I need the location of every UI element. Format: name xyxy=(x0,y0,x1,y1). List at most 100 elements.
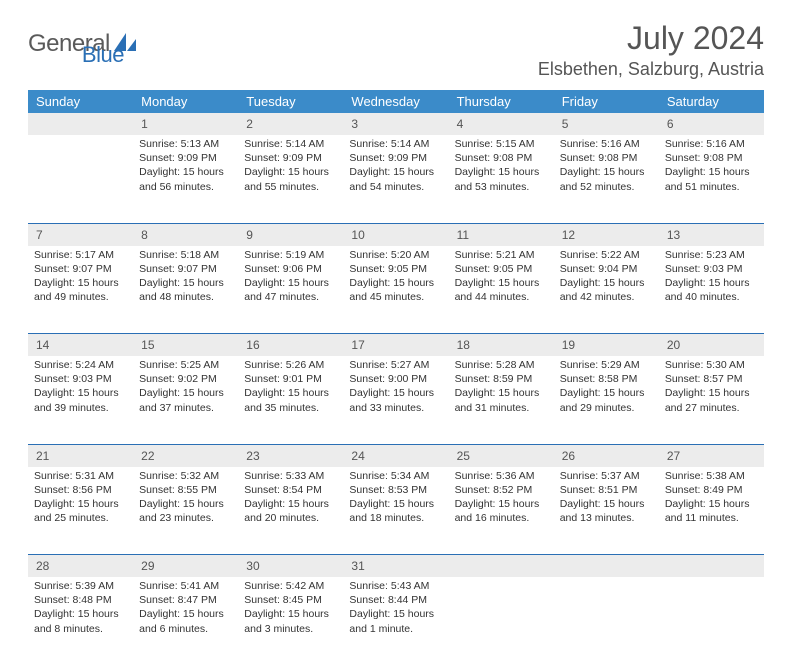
weekday-header: Wednesday xyxy=(343,90,448,113)
day-cell-content: Sunrise: 5:37 AMSunset: 8:51 PMDaylight:… xyxy=(554,467,659,530)
sunrise-text: Sunrise: 5:42 AM xyxy=(244,579,337,593)
daylight-text: Daylight: 15 hours and 37 minutes. xyxy=(139,386,232,414)
day-cell-content: Sunrise: 5:25 AMSunset: 9:02 PMDaylight:… xyxy=(133,356,238,419)
sunrise-text: Sunrise: 5:26 AM xyxy=(244,358,337,372)
day-cell-content xyxy=(659,577,764,583)
daynum-cell: 28 xyxy=(28,555,133,578)
brand-text-blue: Blue xyxy=(82,42,124,68)
day-cell xyxy=(554,577,659,665)
sunrise-text: Sunrise: 5:20 AM xyxy=(349,248,442,262)
day-cell: Sunrise: 5:18 AMSunset: 9:07 PMDaylight:… xyxy=(133,246,238,334)
daylight-text: Daylight: 15 hours and 48 minutes. xyxy=(139,276,232,304)
content-row: Sunrise: 5:17 AMSunset: 9:07 PMDaylight:… xyxy=(28,246,764,334)
content-row: Sunrise: 5:39 AMSunset: 8:48 PMDaylight:… xyxy=(28,577,764,665)
sunrise-text: Sunrise: 5:14 AM xyxy=(244,137,337,151)
sunrise-text: Sunrise: 5:43 AM xyxy=(349,579,442,593)
sunrise-text: Sunrise: 5:24 AM xyxy=(34,358,127,372)
weekday-header: Thursday xyxy=(449,90,554,113)
day-cell: Sunrise: 5:43 AMSunset: 8:44 PMDaylight:… xyxy=(343,577,448,665)
day-cell-content: Sunrise: 5:16 AMSunset: 9:08 PMDaylight:… xyxy=(554,135,659,198)
day-cell-content: Sunrise: 5:23 AMSunset: 9:03 PMDaylight:… xyxy=(659,246,764,309)
day-cell: Sunrise: 5:32 AMSunset: 8:55 PMDaylight:… xyxy=(133,467,238,555)
day-number: 29 xyxy=(141,559,154,573)
daylight-text: Daylight: 15 hours and 45 minutes. xyxy=(349,276,442,304)
day-cell-content: Sunrise: 5:26 AMSunset: 9:01 PMDaylight:… xyxy=(238,356,343,419)
daylight-text: Daylight: 15 hours and 33 minutes. xyxy=(349,386,442,414)
day-number: 13 xyxy=(667,228,680,242)
daynum-cell xyxy=(449,555,554,578)
sunset-text: Sunset: 9:04 PM xyxy=(560,262,653,276)
daynum-cell: 2 xyxy=(238,113,343,135)
day-cell: Sunrise: 5:23 AMSunset: 9:03 PMDaylight:… xyxy=(659,246,764,334)
daynum-cell: 24 xyxy=(343,444,448,467)
day-number: 1 xyxy=(141,117,148,131)
weekday-header: Friday xyxy=(554,90,659,113)
daynum-cell: 25 xyxy=(449,444,554,467)
daynum-row: 28293031 xyxy=(28,555,764,578)
weekday-header: Sunday xyxy=(28,90,133,113)
sunset-text: Sunset: 8:44 PM xyxy=(349,593,442,607)
day-cell-content: Sunrise: 5:20 AMSunset: 9:05 PMDaylight:… xyxy=(343,246,448,309)
daynum-cell: 4 xyxy=(449,113,554,135)
daynum-cell: 27 xyxy=(659,444,764,467)
daynum-cell: 9 xyxy=(238,223,343,246)
daynum-cell: 18 xyxy=(449,334,554,357)
day-cell: Sunrise: 5:14 AMSunset: 9:09 PMDaylight:… xyxy=(343,135,448,223)
daylight-text: Daylight: 15 hours and 27 minutes. xyxy=(665,386,758,414)
daylight-text: Daylight: 15 hours and 29 minutes. xyxy=(560,386,653,414)
day-number: 14 xyxy=(36,338,49,352)
daynum-cell: 10 xyxy=(343,223,448,246)
day-cell: Sunrise: 5:24 AMSunset: 9:03 PMDaylight:… xyxy=(28,356,133,444)
daynum-cell: 16 xyxy=(238,334,343,357)
sunrise-text: Sunrise: 5:18 AM xyxy=(139,248,232,262)
day-number: 4 xyxy=(457,117,464,131)
day-cell xyxy=(659,577,764,665)
day-number: 25 xyxy=(457,449,470,463)
day-number: 20 xyxy=(667,338,680,352)
daynum-cell: 3 xyxy=(343,113,448,135)
day-number: 10 xyxy=(351,228,364,242)
day-number: 30 xyxy=(246,559,259,573)
day-cell-content: Sunrise: 5:36 AMSunset: 8:52 PMDaylight:… xyxy=(449,467,554,530)
sunset-text: Sunset: 9:03 PM xyxy=(665,262,758,276)
sunrise-text: Sunrise: 5:32 AM xyxy=(139,469,232,483)
daylight-text: Daylight: 15 hours and 31 minutes. xyxy=(455,386,548,414)
day-number: 11 xyxy=(457,228,469,242)
daynum-cell xyxy=(554,555,659,578)
sunset-text: Sunset: 8:54 PM xyxy=(244,483,337,497)
day-cell: Sunrise: 5:19 AMSunset: 9:06 PMDaylight:… xyxy=(238,246,343,334)
day-cell-content: Sunrise: 5:43 AMSunset: 8:44 PMDaylight:… xyxy=(343,577,448,640)
daynum-cell: 1 xyxy=(133,113,238,135)
sunrise-text: Sunrise: 5:22 AM xyxy=(560,248,653,262)
daylight-text: Daylight: 15 hours and 35 minutes. xyxy=(244,386,337,414)
daylight-text: Daylight: 15 hours and 47 minutes. xyxy=(244,276,337,304)
sunrise-text: Sunrise: 5:27 AM xyxy=(349,358,442,372)
day-number: 24 xyxy=(351,449,364,463)
sunset-text: Sunset: 9:00 PM xyxy=(349,372,442,386)
sunset-text: Sunset: 9:06 PM xyxy=(244,262,337,276)
daynum-cell: 19 xyxy=(554,334,659,357)
daynum-cell: 14 xyxy=(28,334,133,357)
daylight-text: Daylight: 15 hours and 40 minutes. xyxy=(665,276,758,304)
calendar-table: Sunday Monday Tuesday Wednesday Thursday… xyxy=(28,90,764,665)
day-cell: Sunrise: 5:17 AMSunset: 9:07 PMDaylight:… xyxy=(28,246,133,334)
day-cell: Sunrise: 5:42 AMSunset: 8:45 PMDaylight:… xyxy=(238,577,343,665)
sunrise-text: Sunrise: 5:23 AM xyxy=(665,248,758,262)
daynum-row: 21222324252627 xyxy=(28,444,764,467)
day-cell-content xyxy=(449,577,554,583)
daylight-text: Daylight: 15 hours and 42 minutes. xyxy=(560,276,653,304)
sunset-text: Sunset: 8:49 PM xyxy=(665,483,758,497)
day-cell-content: Sunrise: 5:17 AMSunset: 9:07 PMDaylight:… xyxy=(28,246,133,309)
daynum-cell: 23 xyxy=(238,444,343,467)
daylight-text: Daylight: 15 hours and 53 minutes. xyxy=(455,165,548,193)
sunrise-text: Sunrise: 5:14 AM xyxy=(349,137,442,151)
day-cell: Sunrise: 5:25 AMSunset: 9:02 PMDaylight:… xyxy=(133,356,238,444)
day-number: 3 xyxy=(351,117,358,131)
daylight-text: Daylight: 15 hours and 44 minutes. xyxy=(455,276,548,304)
sunset-text: Sunset: 8:55 PM xyxy=(139,483,232,497)
day-cell-content xyxy=(554,577,659,583)
day-number: 6 xyxy=(667,117,674,131)
daylight-text: Daylight: 15 hours and 23 minutes. xyxy=(139,497,232,525)
sunrise-text: Sunrise: 5:21 AM xyxy=(455,248,548,262)
sunrise-text: Sunrise: 5:30 AM xyxy=(665,358,758,372)
